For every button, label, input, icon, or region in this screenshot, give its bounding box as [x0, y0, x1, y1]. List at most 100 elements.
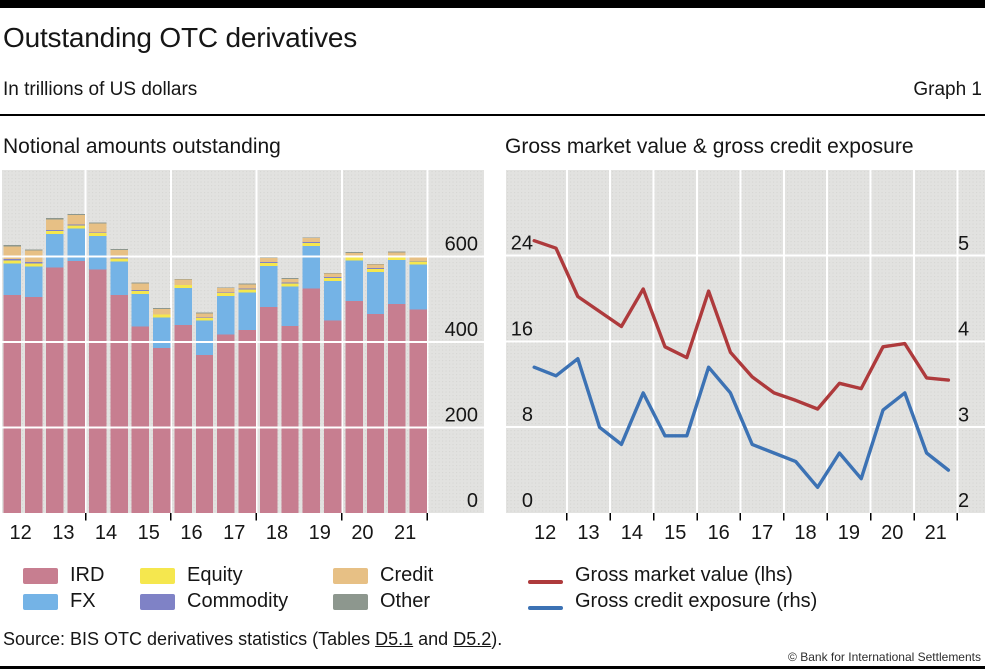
right-x-axis-tick: 19: [838, 522, 860, 544]
right-panel-lhs-tick: 24: [511, 233, 533, 255]
bar-segment-credit: [388, 252, 406, 257]
bar-segment-other: [195, 312, 214, 314]
right-x-axis-tick: 12: [534, 522, 556, 544]
bar-segment-commodity: [281, 282, 299, 284]
legend-item-equity: Equity: [140, 564, 243, 587]
right-x-axis-tick: 18: [794, 522, 816, 544]
bar-segment-fx: [67, 228, 86, 261]
right-x-axis-tick: 20: [881, 522, 903, 544]
bar-segment-fx: [281, 286, 299, 326]
bar-segment-other: [174, 278, 192, 280]
legend-label: Gross market value (lhs): [575, 564, 793, 586]
left-x-axis-tick: 18: [266, 522, 288, 544]
bar-segment-credit: [153, 308, 171, 315]
bar-segment-fx: [110, 261, 128, 296]
bar-segment-ird: [24, 297, 43, 513]
bar-segment-fx: [302, 245, 321, 289]
bar-segment-fx: [324, 280, 342, 321]
bar-segment-fx: [195, 320, 214, 355]
bar-segment-credit: [174, 279, 192, 285]
source-text: Source: BIS OTC derivatives statistics (…: [3, 629, 376, 649]
legend-item-ird: IRD: [23, 564, 104, 587]
table-d51-link[interactable]: D5.1: [375, 629, 414, 649]
bar-segment-credit: [88, 223, 107, 233]
bar-segment-credit: [195, 313, 214, 318]
bar-segment-ird: [110, 295, 128, 513]
left-x-axis-tick: 21: [394, 522, 416, 544]
right-panel-lhs-tick: 0: [522, 490, 533, 512]
bar-segment-equity: [366, 269, 385, 273]
page-subtitle: In trillions of US dollars: [3, 79, 198, 100]
legend-swatch: [140, 593, 175, 610]
bar-segment-credit: [259, 257, 278, 263]
bar-segment-commodity: [366, 268, 385, 270]
copyright-note: © Bank for International Settlements: [788, 650, 981, 664]
bar-segment-ird: [195, 354, 214, 513]
left-y-axis-tick: 200: [445, 405, 478, 427]
right-panel-lhs-tick: 8: [522, 404, 533, 426]
bar-segment-equity: [259, 263, 278, 267]
bar-segment-fx: [24, 266, 43, 298]
legend-line-swatch: [528, 605, 563, 610]
left-x-axis-tick: 19: [309, 522, 331, 544]
bar-segment-equity: [281, 283, 299, 287]
source-text-end: ).: [491, 629, 503, 649]
right-x-axis-tick: 14: [621, 522, 643, 544]
bar-segment-commodity: [238, 288, 256, 290]
bar-segment-other: [324, 272, 342, 274]
bar-segment-credit: [324, 273, 342, 278]
bar-segment-credit: [238, 284, 256, 289]
bar-segment-other: [67, 213, 86, 216]
bar-segment-equity: [217, 292, 235, 296]
left-panel-title: Notional amounts outstanding: [3, 135, 281, 158]
bar-segment-equity: [110, 258, 128, 262]
bar-segment-commodity: [324, 277, 342, 278]
bar-segment-equity: [324, 277, 342, 281]
bar-segment-ird: [281, 325, 299, 513]
bar-segment-equity: [174, 285, 192, 289]
left-x-axis-tick: 20: [351, 522, 373, 544]
bar-segment-fx: [174, 288, 192, 325]
legend-line-swatch: [528, 579, 563, 584]
data-lines: [532, 238, 951, 489]
bar-segment-fx: [88, 236, 107, 270]
bar-segment-other: [3, 245, 21, 247]
legend-swatch: [333, 593, 368, 610]
bar-segment-other: [46, 218, 64, 220]
bar-segment-equity: [345, 257, 363, 261]
bar-segment-ird: [88, 269, 107, 513]
header-divider: [0, 114, 985, 116]
legend-label: FX: [70, 590, 96, 612]
left-y-axis-tick: 0: [467, 490, 478, 512]
legend-item-line-1: Gross credit exposure (rhs): [528, 590, 817, 619]
table-d52-link[interactable]: D5.2: [453, 629, 492, 649]
bar-segment-ird: [302, 288, 321, 513]
bar-segment-other: [388, 251, 406, 253]
bar-segment-equity: [131, 290, 150, 294]
gross-credit-exposure-line: [532, 356, 951, 489]
bar-segment-equity: [46, 230, 64, 234]
right-panel-title: Gross market value & gross credit exposu…: [505, 135, 914, 158]
bar-segment-equity: [302, 242, 321, 246]
right-x-axis-tick: 13: [577, 522, 599, 544]
bar-segment-fx: [366, 272, 385, 314]
legend-swatch: [140, 567, 175, 584]
left-y-axis-tick: 400: [445, 319, 478, 341]
bar-segment-other: [131, 282, 150, 284]
right-x-axis-tick: 15: [664, 522, 686, 544]
bar-segment-credit: [366, 264, 385, 269]
bar-segment-ird: [217, 334, 235, 513]
legend-swatch: [333, 567, 368, 584]
bar-segment-other: [217, 287, 235, 289]
top-black-bar: [0, 0, 985, 8]
bar-segment-commodity: [3, 259, 21, 261]
bar-segment-ird: [409, 309, 427, 513]
source-text-mid: and: [413, 629, 454, 649]
bar-segment-fx: [345, 260, 363, 302]
bar-segment-ird: [238, 330, 256, 513]
left-x-axis-tick: 15: [138, 522, 160, 544]
bar-segment-equity: [409, 261, 427, 265]
bar-segment-ird: [3, 295, 21, 513]
bar-segment-equity: [88, 233, 107, 237]
bar-segment-commodity: [302, 242, 321, 243]
